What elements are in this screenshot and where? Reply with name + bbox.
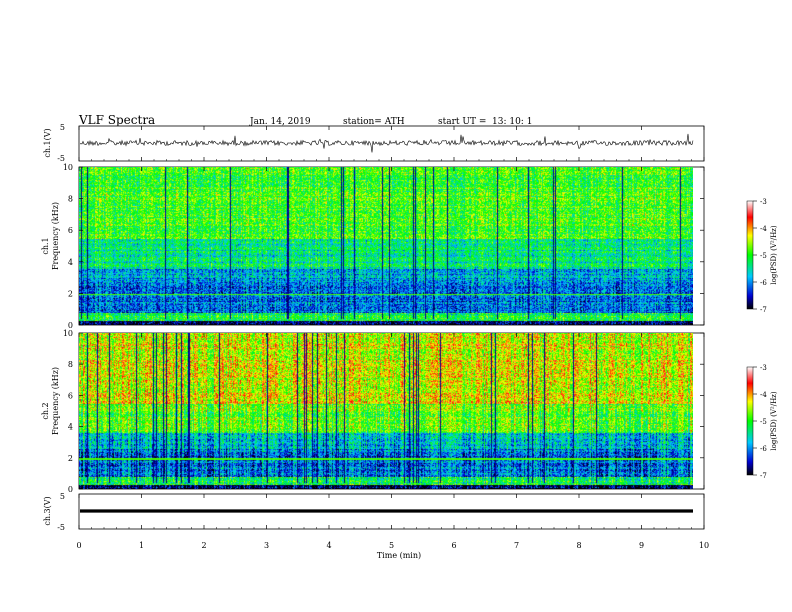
ch3-ylabel: ch.3(V) xyxy=(43,496,52,525)
ch2-colorbar xyxy=(746,366,754,476)
x-tick-label: 2 xyxy=(201,541,206,550)
freq-tick-label: 6 xyxy=(68,226,73,235)
colorbar-tick-label: -5 xyxy=(760,252,767,260)
ch1-ytick-top: 5 xyxy=(60,123,65,132)
ch1-colorbar-label: log(PSD) (V²/Hz) xyxy=(770,225,778,284)
x-tick-label: 8 xyxy=(576,541,581,550)
ch3-ytick-bottom: -5 xyxy=(57,523,65,532)
ch1-waveform-line xyxy=(79,133,694,153)
x-tick-label: 6 xyxy=(451,541,456,550)
ch1-spectrogram-image xyxy=(79,167,693,325)
x-tick-label: 7 xyxy=(514,541,519,550)
colorbar-tick-label: -3 xyxy=(760,364,767,372)
colorbar-tick-label: -6 xyxy=(760,279,767,287)
freq-tick-label: 0 xyxy=(68,321,73,330)
x-tick-label: 9 xyxy=(639,541,644,550)
colorbar-tick-label: -4 xyxy=(760,391,767,399)
x-tick-label: 3 xyxy=(264,541,269,550)
colorbar-tick-label: -4 xyxy=(760,225,767,233)
ch1-waveform-panel: 5 -5 ch.1(V) xyxy=(43,123,705,163)
x-axis: 0 1 2 3 4 5 6 7 8 9 10 xyxy=(76,126,709,550)
freq-tick-label: 8 xyxy=(68,360,73,369)
figure-title: VLF Spectra xyxy=(78,113,155,127)
ch2-colorbar-label: log(PSD) (V²/Hz) xyxy=(770,391,778,450)
start-ut-label: start UT = xyxy=(438,117,486,127)
ch3-waveform-panel: 5 -5 ch.3(V) xyxy=(43,492,705,532)
freq-tick-label: 0 xyxy=(68,485,73,494)
colorbar-tick-label: -3 xyxy=(760,198,767,206)
start-time-label: 13: 10: 1 xyxy=(492,117,532,127)
freq-tick-label: 2 xyxy=(68,289,73,298)
colorbar-tick-label: -7 xyxy=(760,472,767,480)
colorbar-tick-label: -7 xyxy=(760,306,767,314)
ch1-ytick-bottom: -5 xyxy=(57,154,65,163)
ch1-freq-label: Frequency (kHz) xyxy=(51,202,60,270)
freq-tick-label: 6 xyxy=(68,391,73,400)
ch1-spec-ylabel: ch.1 xyxy=(41,237,50,254)
x-axis-label: Time (min) xyxy=(377,551,421,560)
ch2-spectrogram-image xyxy=(79,333,693,489)
station-label: station= ATH xyxy=(343,117,405,127)
freq-tick-label: 8 xyxy=(68,195,73,204)
ch1-colorbar xyxy=(746,200,754,310)
freq-tick-label: 10 xyxy=(63,329,73,338)
x-tick-label: 4 xyxy=(326,541,331,550)
ch2-freq-label: Frequency (kHz) xyxy=(51,367,60,435)
freq-tick-label: 2 xyxy=(68,454,73,463)
x-tick-label: 1 xyxy=(139,541,144,550)
x-tick-label: 0 xyxy=(76,541,81,550)
x-tick-label: 5 xyxy=(389,541,394,550)
ch2-spec-ylabel: ch.2 xyxy=(41,402,50,419)
freq-tick-label: 4 xyxy=(68,423,73,432)
colorbar-tick-label: -5 xyxy=(760,418,767,426)
ch1-ylabel: ch.1(V) xyxy=(43,128,52,157)
freq-tick-label: 4 xyxy=(68,258,73,267)
ch3-ytick-top: 5 xyxy=(60,492,65,501)
date-label: Jan. 14, 2019 xyxy=(249,117,311,127)
x-tick-label: 10 xyxy=(699,541,709,550)
colorbar-tick-label: -6 xyxy=(760,445,767,453)
freq-tick-label: 10 xyxy=(63,163,73,172)
